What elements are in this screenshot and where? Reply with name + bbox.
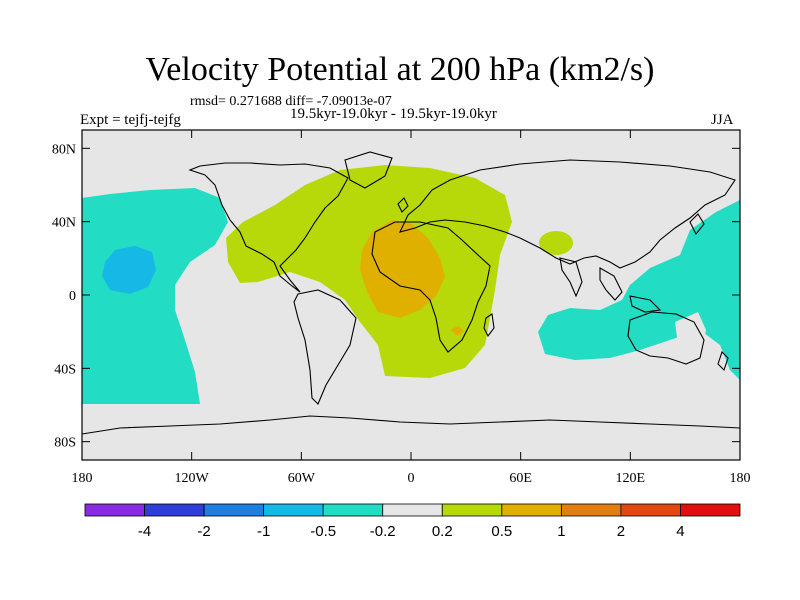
- lat-tick-label: 80S: [54, 436, 76, 451]
- colorbar-label: -0.5: [310, 523, 336, 540]
- colorbar-label: 4: [676, 523, 684, 540]
- coast-madagascar: [483, 313, 495, 338]
- coast-se-asia: [599, 267, 662, 313]
- coast-europe-asia: [398, 159, 736, 269]
- coastlines: [82, 151, 740, 435]
- coast-africa: [371, 221, 491, 353]
- coast-japan: [689, 213, 705, 236]
- field-pacific-core: [102, 246, 156, 294]
- colorbar-swatch: [501, 503, 562, 517]
- coast-new-zealand: [717, 350, 729, 372]
- colorbar-label: -0.2: [370, 523, 396, 540]
- lon-tick-label: 120W: [175, 471, 210, 486]
- lat-tick-label: 40N: [52, 216, 76, 231]
- coast-south-america: [293, 289, 357, 405]
- lon-tick-label: 180: [730, 471, 751, 486]
- coast-greenland: [344, 151, 393, 189]
- colorbar-swatch: [203, 503, 265, 517]
- lon-tick-label: 120E: [616, 471, 646, 486]
- colorbar-swatch: [382, 503, 443, 517]
- field-indo-pacific: [538, 200, 740, 380]
- lon-axis: 180 120W 60W 0 60E 120E 180: [72, 130, 751, 486]
- coast-australia: [627, 311, 705, 365]
- lon-tick-label: 0: [408, 471, 415, 486]
- colorbar: [84, 503, 741, 517]
- colorbar-swatch: [560, 503, 622, 517]
- period-line: 19.5kyr-19.0kyr - 19.5kyr-19.0kyr: [290, 106, 497, 122]
- lon-tick-label: 60W: [288, 471, 316, 486]
- experiment-label: Expt = tejfj-tejfg: [80, 112, 181, 128]
- colorbar-swatch: [680, 503, 741, 517]
- contour-fields: [82, 165, 740, 404]
- coast-antarctica: [82, 415, 740, 435]
- field-africa-core-small: [450, 326, 464, 336]
- lat-axis: 80N 40N 0 40S 80S: [52, 142, 740, 451]
- lat-tick-label: 0: [69, 289, 76, 304]
- lon-tick-label: 60E: [509, 471, 532, 486]
- field-pacific-west: [82, 188, 228, 404]
- colorbar-swatch: [322, 503, 384, 517]
- coast-india: [559, 257, 583, 298]
- colorbar-label: -4: [138, 523, 151, 540]
- colorbar-swatch: [263, 503, 324, 517]
- field-australia-gap: [675, 312, 706, 368]
- coast-north-america: [188, 162, 349, 293]
- colorbar-labels: -4 -2 -1 -0.5 -0.2 0.2 0.5 1 2 4: [138, 523, 685, 540]
- lat-tick-label: 80N: [52, 142, 76, 157]
- lat-tick-label: 40S: [54, 362, 76, 377]
- colorbar-swatch: [620, 503, 681, 517]
- field-arabia-blob: [539, 231, 573, 255]
- colorbar-label: 1: [557, 523, 565, 540]
- colorbar-label: -2: [197, 523, 210, 540]
- colorbar-label: 0.5: [491, 523, 512, 540]
- season-label: JJA: [711, 112, 734, 128]
- plot-title: Velocity Potential at 200 hPa (km2/s): [145, 51, 655, 88]
- colorbar-swatch: [441, 503, 503, 517]
- coast-uk: [397, 197, 409, 213]
- colorbar-label: 2: [617, 523, 625, 540]
- colorbar-swatch: [144, 503, 205, 517]
- colorbar-label: -1: [257, 523, 270, 540]
- lon-tick-label: 180: [72, 471, 93, 486]
- stats-line: rmsd= 0.271688 diff= -7.09013e-07: [190, 94, 392, 109]
- colorbar-swatch: [84, 503, 145, 517]
- colorbar-label: 0.2: [432, 523, 453, 540]
